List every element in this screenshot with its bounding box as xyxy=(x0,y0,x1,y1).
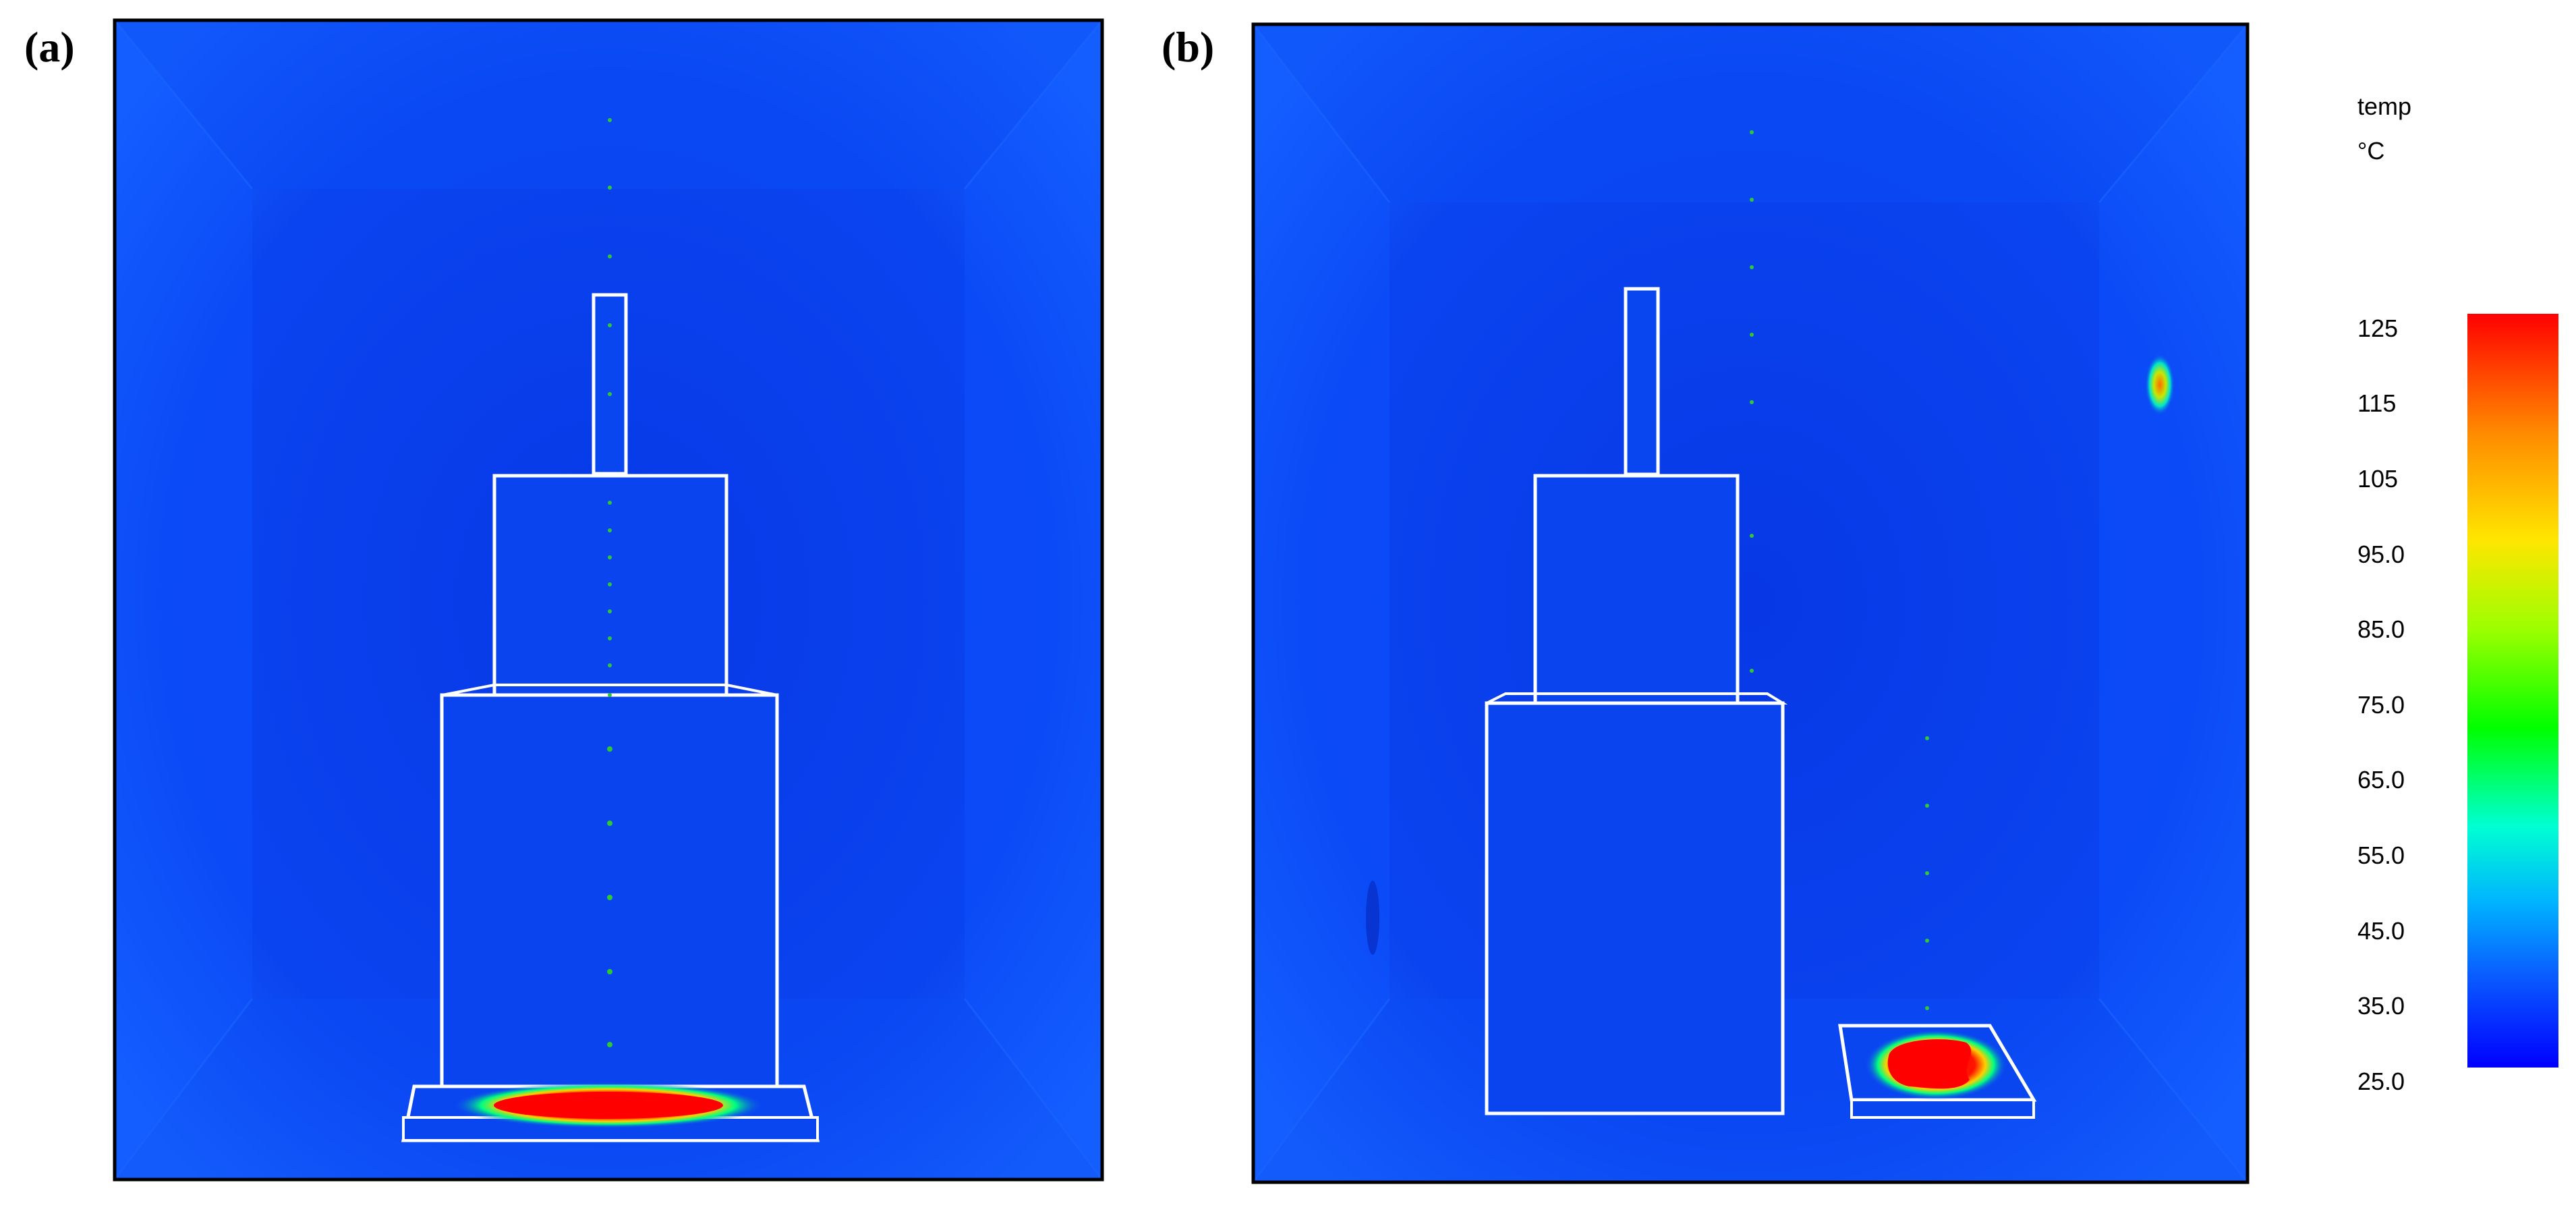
colorbar xyxy=(2467,314,2558,1068)
panel-a-left-wall xyxy=(115,20,252,1180)
panel-a-lower-block xyxy=(440,693,779,1088)
panel-b-probe-points xyxy=(1750,130,1929,1010)
panel-b-frame xyxy=(1251,22,2250,1184)
panel-a-right-wall xyxy=(965,20,1102,1180)
colorbar-tick-label: 65.0 xyxy=(2357,766,2405,794)
panel-a-ceiling xyxy=(115,20,1102,189)
colorbar-tick-label: 35.0 xyxy=(2357,992,2405,1020)
colorbar-tick-label: 105 xyxy=(2357,465,2399,493)
colorbar-tick-label: 45.0 xyxy=(2357,917,2405,945)
panel-b xyxy=(1251,22,2250,1184)
panel-b-chimney xyxy=(1624,287,1660,476)
panel-b-left-wall xyxy=(1253,24,1390,1182)
panel-a-label: (a) xyxy=(24,23,75,71)
panel-a-hot-core xyxy=(494,1092,723,1119)
panel-a xyxy=(113,18,1104,1182)
panel-b-wall-streak xyxy=(1366,881,1379,955)
legend-title: temp xyxy=(2357,92,2412,120)
panel-b-label: (b) xyxy=(1162,23,1215,71)
colorbar-tick-label: 115 xyxy=(2357,389,2397,417)
panel-a-probe-points xyxy=(607,118,612,1047)
colorbar-tick-label: 95.0 xyxy=(2357,541,2405,568)
panel-b-ceiling xyxy=(1253,24,2248,202)
panel-b-lower-block xyxy=(1485,701,1785,1115)
colorbar-tick-label: 55.0 xyxy=(2357,841,2405,869)
panel-b-upper-block xyxy=(1533,474,1740,705)
colorbar-tick-label: 25.0 xyxy=(2357,1068,2405,1095)
panel-b-right-wall xyxy=(2099,24,2248,1182)
panel-a-frame xyxy=(113,18,1104,1182)
colorbar-tick-label: 85.0 xyxy=(2357,615,2405,643)
panel-a-chimney xyxy=(592,293,628,476)
colorbar-tick-label: 125 xyxy=(2357,314,2399,342)
panel-b-wall-hot-spot xyxy=(2145,354,2175,416)
legend-unit: °C xyxy=(2357,137,2385,165)
colorbar-tick-label: 75.0 xyxy=(2357,691,2405,719)
panel-b-hot-core xyxy=(1887,1039,1972,1089)
